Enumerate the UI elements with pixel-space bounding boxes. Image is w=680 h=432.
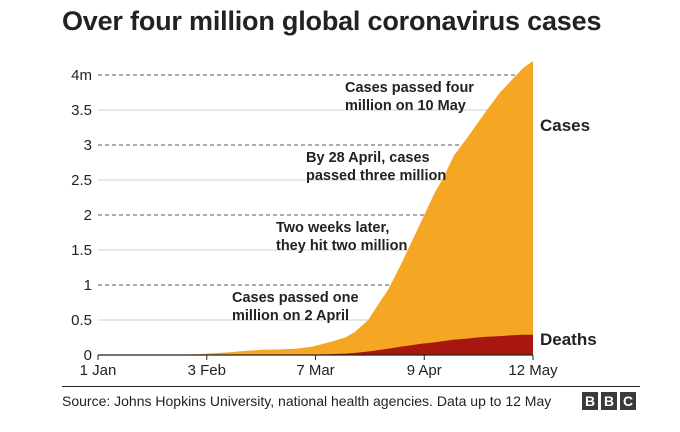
cases-area [98, 61, 533, 355]
annotation-line: Cases passed four [345, 80, 474, 96]
annotation-line: Two weeks later, [276, 220, 389, 236]
deaths-area [98, 334, 533, 355]
y-tick-label: 1.5 [71, 242, 92, 259]
series-areas [98, 61, 533, 355]
chart-title: Over four million global coronavirus cas… [62, 6, 602, 36]
x-tick-label: 12 May [508, 362, 558, 379]
area-chart: 00.511.522.533.54m 1 Jan 3 Feb 7 Mar 9 Apr 1… [71, 61, 597, 379]
annotations: Cases passed four million on 10 May By 28 … [232, 80, 474, 324]
x-tick-label: 1 Jan [80, 362, 117, 379]
series-labels: Cases Deaths [540, 116, 597, 349]
y-axis-ticks: 0 0.5 1 1.5 2 2.5 3 3.5 4m [71, 67, 92, 364]
logo-letter: B [601, 392, 617, 410]
source-note: Source: Johns Hopkins University, nation… [62, 393, 552, 409]
x-tick-label: 7 Mar [296, 362, 334, 379]
annotation-line: they hit two million [276, 238, 407, 254]
footer-divider [62, 386, 640, 387]
annotation-line: million on 2 April [232, 308, 349, 324]
x-tick-label: 3 Feb [188, 362, 226, 379]
y-tick-label: 0 [84, 347, 92, 364]
annotation-line: million on 10 May [345, 98, 466, 114]
y-tick-label: 3.5 [71, 102, 92, 119]
y-tick-label: 3 [84, 137, 92, 154]
x-tick-label: 9 Apr [407, 362, 442, 379]
bbc-logo: B B C [582, 392, 636, 410]
y-tick-label: 0.5 [71, 312, 92, 329]
y-tick-label: 1 [84, 277, 92, 294]
annotation-line: passed three million [306, 168, 446, 184]
y-tick-label: 2.5 [71, 172, 92, 189]
annotation-line: By 28 April, cases [306, 150, 430, 166]
y-tick-label: 2 [84, 207, 92, 224]
y-tick-label: 4m [71, 67, 92, 84]
annotation-line: Cases passed one [232, 290, 359, 306]
x-axis-ticks: 1 Jan 3 Feb 7 Mar 9 Apr 12 May [80, 355, 558, 379]
logo-letter: C [620, 392, 636, 410]
logo-letter: B [582, 392, 598, 410]
deaths-label: Deaths [540, 330, 597, 349]
cases-label: Cases [540, 116, 590, 135]
